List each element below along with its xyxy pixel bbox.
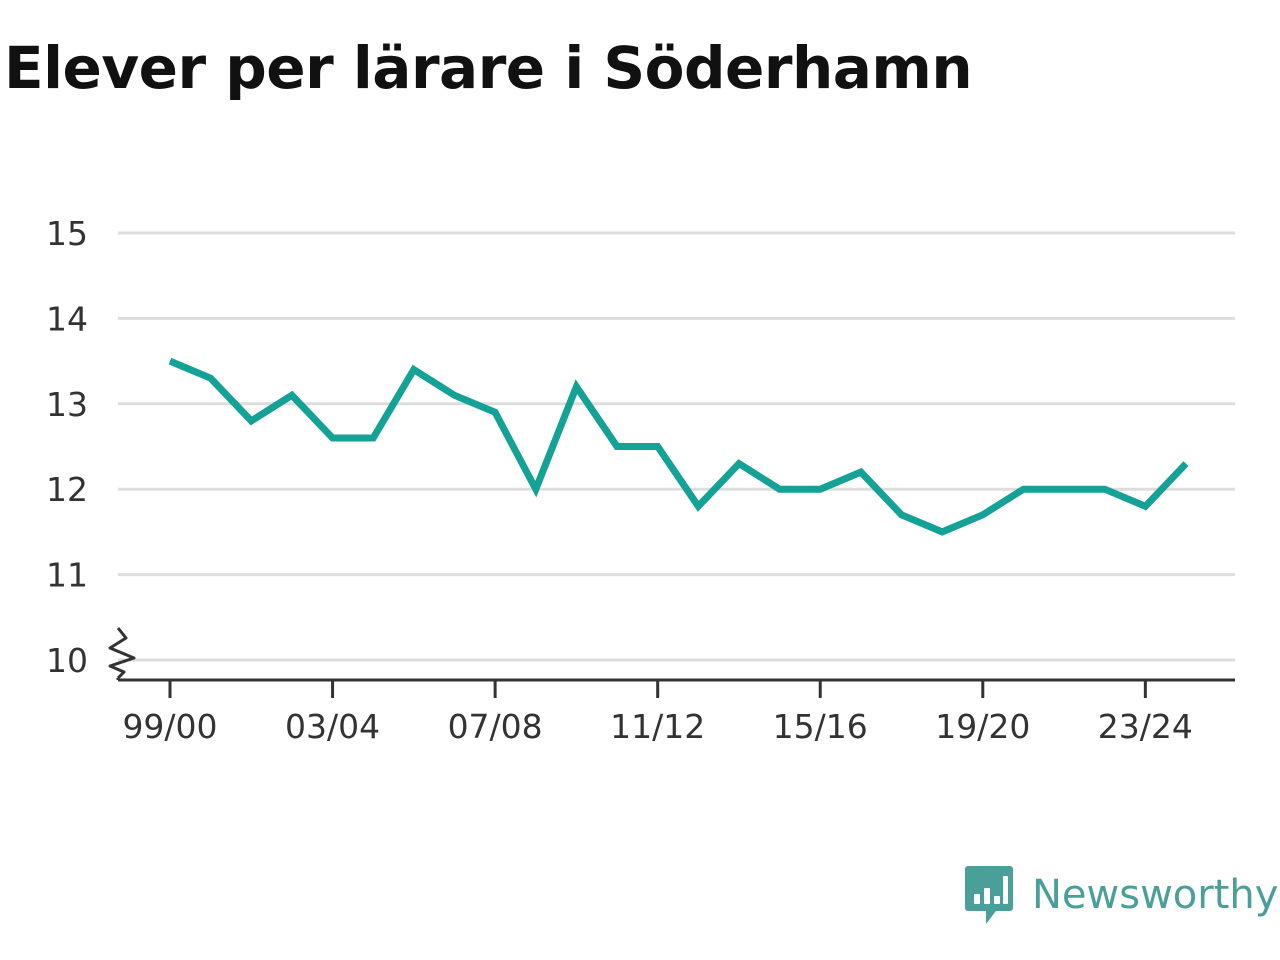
x-tick-label: 07/08 xyxy=(448,707,543,746)
y-tick-label: 13 xyxy=(46,385,88,424)
newsworthy-logo-text: Newsworthy xyxy=(1032,872,1279,918)
x-tick-label: 11/12 xyxy=(610,707,705,746)
y-tick-label: 14 xyxy=(46,299,88,338)
x-tick-label: 15/16 xyxy=(773,707,868,746)
y-axis-break-mark xyxy=(108,627,136,680)
y-tick-label: 12 xyxy=(46,470,88,509)
y-tick-label: 15 xyxy=(46,214,88,253)
x-tick-label: 99/00 xyxy=(122,707,217,746)
x-tick-label: 23/24 xyxy=(1098,707,1193,746)
newsworthy-logo: Newsworthy xyxy=(964,862,1278,928)
chart-title: Elever per lärare i Söderhamn xyxy=(4,34,973,102)
x-tick-label: 19/20 xyxy=(935,707,1030,746)
y-tick-label: 11 xyxy=(46,556,88,595)
newsworthy-logo-icon xyxy=(965,866,1013,924)
y-tick-label: 10 xyxy=(46,641,88,680)
x-tick-label: 03/04 xyxy=(285,707,380,746)
series-line xyxy=(168,357,1189,536)
